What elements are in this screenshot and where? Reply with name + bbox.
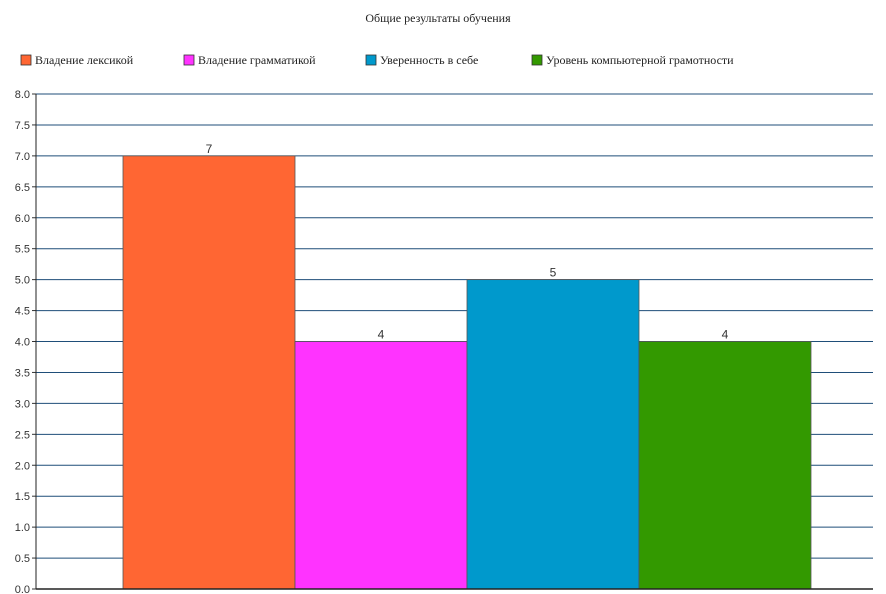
data-label-text: 5: [550, 266, 557, 280]
data-label-background: [718, 328, 732, 341]
data-label-text: 4: [722, 328, 729, 342]
data-label-text: 4: [378, 328, 385, 342]
y-tick-label: 4.0: [15, 337, 30, 349]
data-label-background: [374, 328, 388, 341]
y-tick-label: 4.5: [15, 306, 30, 318]
legend: Владение лексикой Владение грамматикой Уве…: [20, 53, 734, 67]
y-tick-label: 6.0: [15, 213, 30, 225]
data-label-text: 7: [206, 142, 213, 156]
data-label: 4: [718, 328, 732, 342]
y-tick-label: 7.5: [15, 120, 30, 132]
chart-title: Общие результаты обучения: [365, 11, 511, 25]
y-tick-label: 1.0: [15, 522, 30, 534]
bar: [466, 279, 640, 590]
axes: [35, 94, 873, 590]
y-tick-label: 5.0: [15, 275, 30, 287]
bars: [122, 155, 812, 590]
legend-item: Уверенность в себе: [365, 53, 478, 67]
legend-label: Владение грамматикой: [198, 53, 316, 67]
legend-item: Владение грамматикой: [183, 53, 316, 67]
y-tick-label: 2.5: [15, 429, 30, 441]
data-labels: 7 4 5 4: [202, 142, 732, 342]
y-tick-label: 3.0: [15, 398, 30, 410]
legend-label: Уровень компьютерной грамотности: [546, 53, 734, 67]
y-tick-label: 6.5: [15, 182, 30, 194]
bar: [122, 155, 296, 590]
legend-label: Уверенность в себе: [380, 53, 478, 67]
bar: [638, 341, 812, 590]
data-label-background: [202, 142, 216, 155]
legend-swatch: [183, 54, 195, 66]
y-tick-label: 2.0: [15, 460, 30, 472]
data-label: 5: [546, 266, 560, 280]
y-tick-label: 7.0: [15, 151, 30, 163]
legend-swatch: [20, 54, 32, 66]
data-label: 7: [202, 142, 216, 156]
data-label-background: [546, 266, 560, 279]
legend-label: Владение лексикой: [35, 53, 134, 67]
y-tick-label: 3.5: [15, 367, 30, 379]
bar: [294, 341, 468, 590]
y-tick-label: 0.5: [15, 553, 30, 565]
legend-swatch: [365, 54, 377, 66]
y-tick-label: 0.0: [15, 584, 30, 594]
y-tick-label: 8.0: [15, 89, 30, 101]
legend-item: Уровень компьютерной грамотности: [531, 53, 734, 67]
y-tick-label: 1.5: [15, 491, 30, 503]
legend-swatch: [531, 54, 543, 66]
y-tick-label: 5.5: [15, 244, 30, 256]
data-label: 4: [374, 328, 388, 342]
y-axis-ticks: 0.0 0.5 1.0 1.5 2.0 2.5 3.0 3.5 4.0 4.5 5.0 5.5 6.0 6…: [15, 89, 36, 594]
legend-item: Владение лексикой: [20, 53, 134, 67]
